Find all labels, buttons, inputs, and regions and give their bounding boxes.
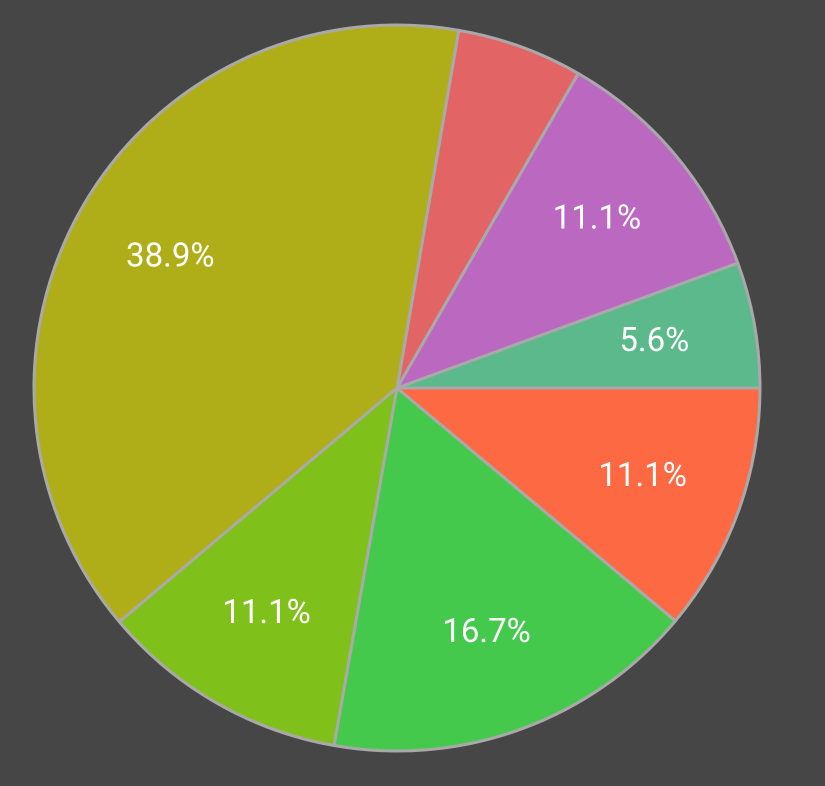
pie-slice	[332, 386, 677, 753]
pie-slice	[117, 386, 399, 748]
pie-slice	[395, 261, 762, 390]
slice-label: 11.1%	[222, 593, 311, 632]
pie-slice	[395, 28, 580, 390]
slice-label: 5.6%	[619, 321, 689, 360]
pie-slice	[32, 23, 461, 624]
slice-label: 11.1%	[598, 456, 687, 495]
slice-label: 38.9%	[126, 237, 215, 276]
pie-slice	[395, 71, 740, 390]
pie-slice	[395, 386, 762, 623]
slice-label: 16.7%	[442, 612, 531, 651]
slice-label: 11.1%	[553, 198, 642, 237]
